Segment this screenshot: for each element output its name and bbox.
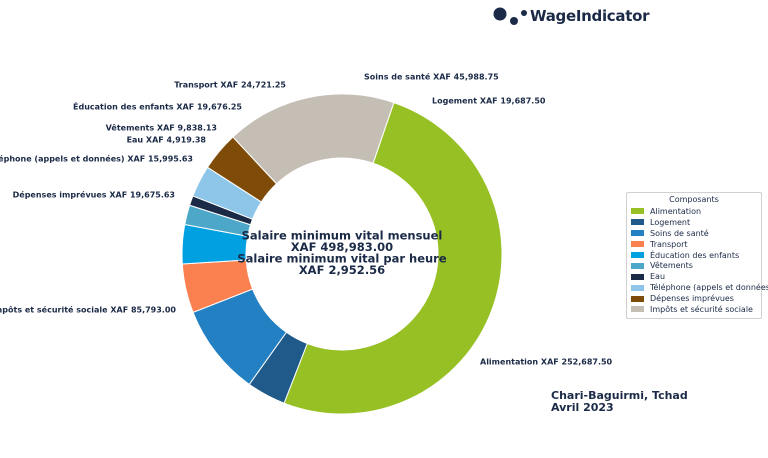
legend-item: Impôts et sécurité sociale bbox=[631, 304, 757, 315]
legend-swatch bbox=[631, 295, 644, 302]
slice-label: Alimentation XAF 252,687.50 bbox=[480, 358, 613, 367]
center-text-line: Salaire minimum vital par heure bbox=[237, 252, 447, 266]
location-place: Chari-Baguirmi, Tchad bbox=[551, 389, 688, 402]
slice-impots-et-securite-sociale bbox=[232, 93, 395, 185]
legend-item: Transport bbox=[631, 239, 757, 250]
legend-swatch bbox=[631, 284, 644, 291]
legend-swatch bbox=[631, 241, 644, 248]
legend-label: Dépenses imprévues bbox=[650, 294, 734, 304]
center-text-line: XAF 2,952.56 bbox=[299, 263, 385, 277]
legend-swatch bbox=[631, 306, 644, 313]
brand-name: WageIndicator bbox=[530, 7, 650, 25]
legend-label: Logement bbox=[650, 217, 691, 227]
location-date: Avril 2023 bbox=[551, 401, 614, 414]
legend-item: Téléphone (appels et données) bbox=[631, 282, 768, 293]
logo-dots-icon bbox=[492, 5, 530, 27]
slice-label: Eau XAF 4,919.38 bbox=[127, 136, 207, 145]
location-info: Chari-Baguirmi, Tchad Avril 2023 bbox=[551, 390, 688, 414]
legend-item: Éducation des enfants bbox=[631, 250, 757, 261]
legend-label: Vêtements bbox=[650, 261, 693, 271]
slice-label: Dépenses imprévues XAF 19,675.63 bbox=[13, 190, 175, 200]
legend-item: Vêtements bbox=[631, 260, 757, 271]
slice-label: Impôts et sécurité sociale XAF 85,793.00 bbox=[0, 305, 176, 315]
legend-label: Éducation des enfants bbox=[650, 250, 740, 260]
legend-label: Téléphone (appels et données) bbox=[650, 283, 768, 293]
legend-item: Alimentation bbox=[631, 206, 757, 217]
center-text-line: Salaire minimum vital mensuel bbox=[242, 229, 443, 243]
legend-label: Impôts et sécurité sociale bbox=[650, 304, 753, 314]
slice-alimentation bbox=[283, 101, 503, 415]
wageindicator-logo: WageIndicator bbox=[492, 5, 649, 27]
legend-label: Eau bbox=[650, 272, 666, 282]
legend-swatch bbox=[631, 219, 644, 226]
slice-label: Soins de santé XAF 45,988.75 bbox=[364, 72, 499, 82]
legend-item: Logement bbox=[631, 217, 757, 228]
legend-swatch bbox=[631, 273, 644, 280]
legend-label: Soins de santé bbox=[650, 228, 709, 238]
slice-label: Transport XAF 24,721.25 bbox=[174, 81, 286, 90]
legend-swatch bbox=[631, 262, 644, 269]
legend-swatch bbox=[631, 208, 644, 215]
slice-label: Vêtements XAF 9,838.13 bbox=[106, 123, 217, 133]
legend-label: Alimentation bbox=[650, 206, 702, 216]
legend-label: Transport bbox=[650, 239, 688, 249]
legend-swatch bbox=[631, 252, 644, 258]
legend-title: Composants bbox=[669, 195, 719, 204]
chart-legend: Composants Alimentation Logement Soins de … bbox=[626, 192, 768, 319]
legend-swatch bbox=[631, 230, 644, 237]
center-text-line: XAF 498,983.00 bbox=[291, 240, 393, 254]
slice-label: Téléphone (appels et données) XAF 15,995… bbox=[0, 154, 193, 164]
slice-label: Logement XAF 19,687.50 bbox=[432, 97, 546, 106]
legend-item: Soins de santé bbox=[631, 228, 757, 239]
legend-item: Eau bbox=[631, 271, 757, 282]
slice-label: Éducation des enfants XAF 19,676.25 bbox=[73, 101, 242, 112]
legend-item: Dépenses imprévues bbox=[631, 293, 757, 304]
